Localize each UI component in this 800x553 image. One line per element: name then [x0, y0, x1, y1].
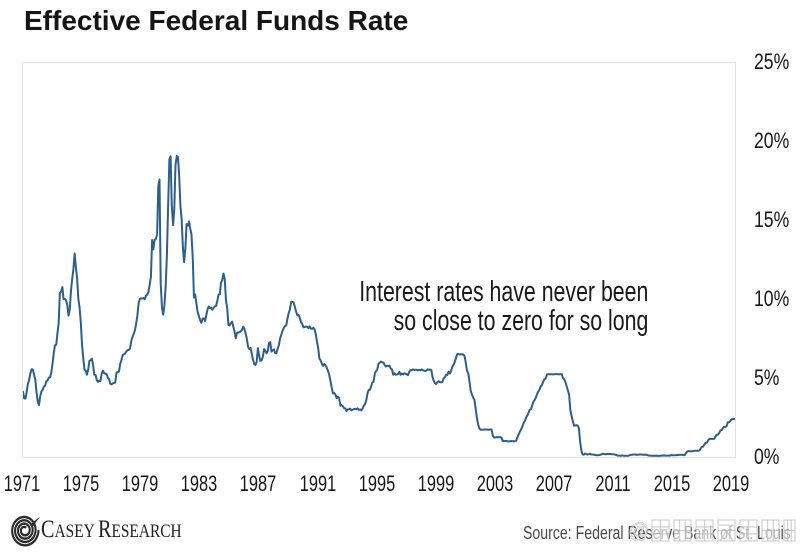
- svg-text:@: @: [628, 520, 649, 543]
